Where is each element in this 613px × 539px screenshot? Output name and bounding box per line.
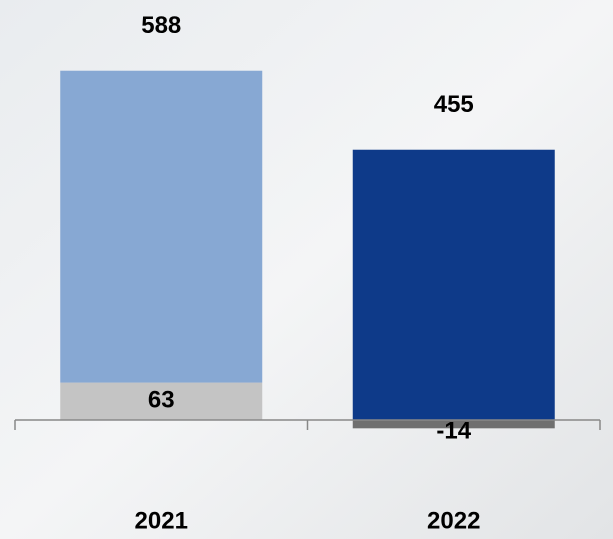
data-label: 63 — [148, 387, 175, 414]
x-tick-label: 2022 — [427, 507, 480, 534]
x-tick-label: 2021 — [135, 507, 188, 534]
data-label: -14 — [436, 418, 471, 445]
total-label: 588 — [141, 12, 181, 39]
bar-segment — [352, 149, 555, 421]
bar-segment — [60, 70, 263, 383]
plot-area: 63 588 2021 -14 455 2022 — [14, 12, 601, 534]
bar-segment — [352, 420, 555, 429]
bar-segment — [60, 382, 263, 420]
total-label: 455 — [434, 91, 474, 118]
